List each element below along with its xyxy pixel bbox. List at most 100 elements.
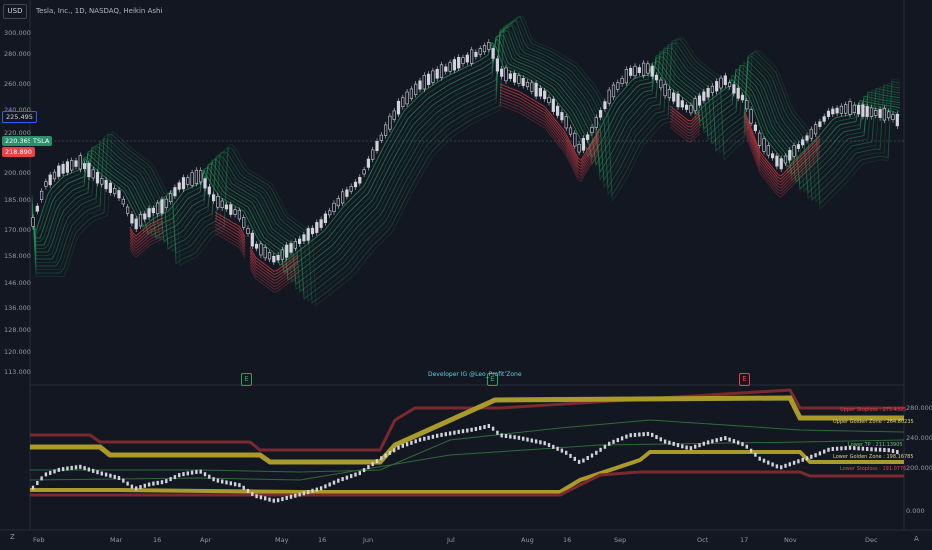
indicator-candle bbox=[866, 447, 869, 451]
ribbon-line-bearish bbox=[214, 217, 246, 244]
indicator-candle bbox=[302, 491, 306, 496]
indicator-candle bbox=[698, 443, 701, 448]
candle-body bbox=[663, 84, 667, 97]
candle-body bbox=[478, 48, 482, 55]
indicator-candle bbox=[384, 453, 387, 458]
candle-body bbox=[766, 145, 770, 156]
indicator-tick-0: 0.000 bbox=[906, 507, 925, 515]
indicator-candle bbox=[853, 446, 856, 451]
indicator-candle bbox=[719, 437, 723, 442]
indicator-candle bbox=[461, 429, 465, 434]
indicator-candle bbox=[560, 448, 564, 453]
candle-body bbox=[598, 110, 603, 118]
indicator-candle bbox=[470, 427, 473, 432]
candle-body bbox=[547, 97, 551, 104]
candle-body bbox=[530, 82, 534, 92]
indicator-candle bbox=[87, 467, 91, 472]
candle-body bbox=[672, 92, 676, 102]
candle-body bbox=[345, 189, 349, 197]
indicator-candle bbox=[491, 426, 495, 431]
candle-body bbox=[689, 105, 693, 114]
indicator-candle bbox=[238, 483, 241, 488]
indicator-candle bbox=[797, 459, 800, 464]
candle-body bbox=[91, 169, 95, 179]
ribbon-line-bearish bbox=[669, 120, 701, 137]
indicator-candle bbox=[143, 483, 146, 488]
indicator-candle bbox=[569, 453, 572, 458]
currency-button[interactable]: USD bbox=[3, 4, 27, 19]
candle-body bbox=[457, 56, 461, 69]
candle-body bbox=[366, 158, 371, 168]
candle-body bbox=[246, 228, 250, 234]
indicator-candle bbox=[517, 435, 521, 440]
close-price-label: 218.890 bbox=[2, 147, 35, 157]
candle-body bbox=[426, 73, 431, 85]
candle-body bbox=[749, 109, 753, 124]
candle-body bbox=[336, 198, 340, 207]
indicator-candle bbox=[711, 439, 714, 444]
indicator-candle bbox=[762, 458, 766, 463]
earnings-marker-2[interactable]: E bbox=[487, 373, 498, 386]
indicator-candle bbox=[156, 480, 159, 485]
indicator-candle bbox=[775, 464, 779, 469]
time-label: Jul bbox=[447, 536, 455, 544]
candle-body bbox=[340, 191, 345, 204]
candle-body bbox=[121, 198, 125, 205]
ribbon-line-bearish bbox=[744, 111, 821, 177]
indicator-candle bbox=[504, 434, 508, 438]
candle-body bbox=[818, 121, 822, 127]
indicator-pane bbox=[29, 388, 905, 503]
candle-body bbox=[822, 116, 826, 122]
indicator-candle bbox=[878, 447, 882, 452]
candle-body bbox=[491, 48, 495, 59]
candle-body bbox=[280, 249, 285, 260]
indicator-candle bbox=[294, 493, 297, 498]
candle-body bbox=[667, 89, 671, 99]
indicator-candle bbox=[135, 486, 138, 491]
indicator-candle bbox=[672, 441, 675, 446]
ribbon-line-bearish bbox=[249, 267, 299, 293]
indicator-candle bbox=[186, 471, 189, 476]
candle-body bbox=[882, 108, 886, 121]
auto-scale-button[interactable]: A bbox=[914, 535, 919, 543]
candle-body bbox=[740, 94, 745, 101]
ribbon-line bbox=[31, 37, 901, 269]
indicator-candle bbox=[651, 432, 654, 437]
candle-body bbox=[371, 149, 375, 160]
indicator-candle bbox=[199, 469, 202, 474]
candle-body bbox=[207, 186, 211, 195]
ribbon-line-bearish bbox=[129, 223, 164, 243]
indicator-candle bbox=[543, 441, 546, 446]
indicator-candle bbox=[367, 465, 370, 470]
price-tick: 146.000 bbox=[4, 279, 31, 287]
time-label: 17 bbox=[740, 536, 749, 544]
indicator-candle bbox=[350, 474, 353, 479]
ribbon-line-bearish bbox=[669, 108, 701, 125]
timezone-button[interactable]: Z bbox=[10, 533, 15, 541]
candle-body bbox=[173, 187, 177, 197]
candle-body bbox=[310, 227, 315, 235]
indicator-candle bbox=[44, 472, 48, 477]
ribbon-line-bearish bbox=[129, 220, 164, 240]
ribbon-line bbox=[31, 19, 901, 302]
ribbon-line-bearish bbox=[129, 238, 164, 258]
candle-body bbox=[702, 91, 706, 101]
indicator-candle bbox=[603, 444, 607, 449]
ribbon-line-bearish bbox=[129, 226, 164, 246]
ribbon-line-bearish bbox=[499, 89, 600, 168]
time-label: 16 bbox=[563, 536, 572, 544]
candle-body bbox=[439, 64, 444, 78]
indicator-candle bbox=[405, 442, 409, 447]
candle-body bbox=[349, 186, 353, 192]
candle-body bbox=[289, 243, 293, 253]
candle-body bbox=[659, 79, 663, 89]
ribbon-line-bearish bbox=[744, 117, 821, 183]
indicator-candle bbox=[49, 470, 52, 475]
earnings-marker-1[interactable]: E bbox=[241, 373, 252, 386]
earnings-marker-3[interactable]: E bbox=[739, 373, 750, 386]
candle-body bbox=[379, 134, 383, 141]
candle-body bbox=[87, 162, 91, 178]
time-label: Oct bbox=[697, 536, 709, 544]
candle-body bbox=[848, 101, 852, 115]
